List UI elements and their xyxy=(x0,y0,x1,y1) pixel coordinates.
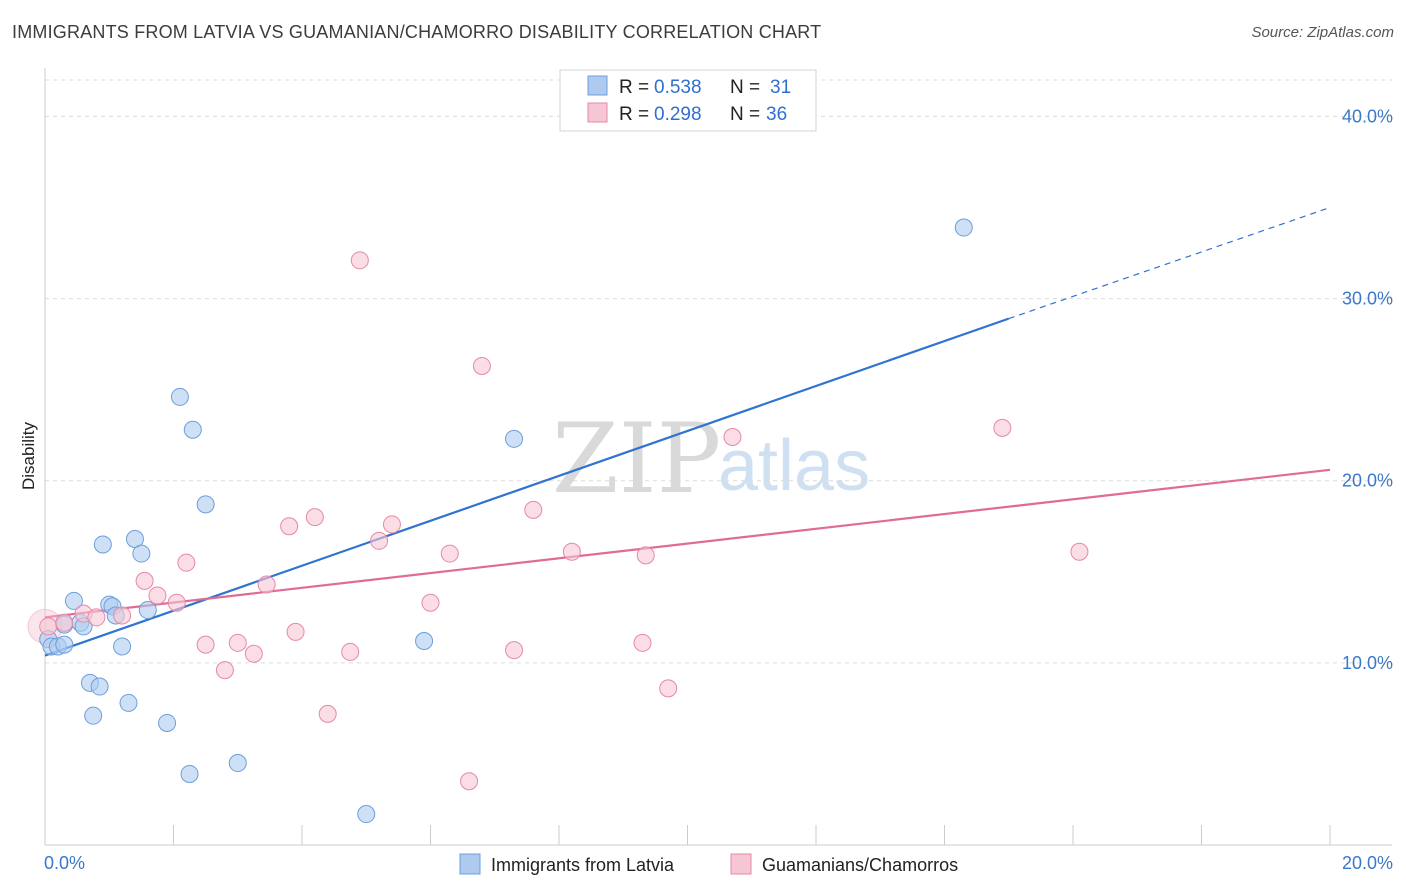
legend-swatch-latvia xyxy=(587,75,608,96)
point-guamanian-23 xyxy=(440,544,459,563)
point-guamanian-4 xyxy=(113,606,132,625)
point-latvia-25 xyxy=(228,754,247,773)
point-guamanian-1 xyxy=(55,613,74,632)
y-tick-label-2: 30.0% xyxy=(1342,289,1393,309)
grid xyxy=(45,79,1392,664)
point-latvia-11 xyxy=(93,535,112,554)
point-guamanian-17 xyxy=(318,704,337,723)
point-guamanian-6 xyxy=(148,586,167,605)
watermark: ZIP atlas xyxy=(552,403,870,515)
point-guamanian-28 xyxy=(562,542,581,561)
point-latvia-22 xyxy=(180,764,199,783)
point-guamanian-12 xyxy=(244,644,263,663)
point-guamanian-9 xyxy=(196,635,215,654)
y-tick-label-3: 40.0% xyxy=(1342,106,1393,126)
point-latvia-10 xyxy=(90,677,109,696)
point-guamanian-8 xyxy=(177,553,196,572)
point-latvia-27 xyxy=(415,632,434,650)
point-guamanian-29 xyxy=(633,633,652,652)
legend-n-label-latvia: N = xyxy=(730,77,760,98)
bottom-legend-label-guamanian: Guamanians/Chamorros xyxy=(762,855,958,875)
chart-title: IMMIGRANTS FROM LATVIA VS GUAMANIAN/CHAM… xyxy=(12,22,822,42)
point-guamanian-10 xyxy=(215,661,234,680)
axes xyxy=(44,68,1392,846)
point-guamanian-11 xyxy=(228,633,247,652)
point-guamanian-18 xyxy=(341,642,360,661)
trend-line-guamanian xyxy=(44,468,1331,619)
legend-r-label-guamanian: R = xyxy=(619,104,649,125)
legend-n-value-guamanian: 36 xyxy=(766,104,787,125)
point-latvia-15 xyxy=(113,637,132,656)
watermark-zip: ZIP xyxy=(552,403,721,515)
data-points xyxy=(27,218,1089,824)
bottom-legend-swatch-guamanian xyxy=(730,853,752,875)
legend-r-value-guamanian: 0.298 xyxy=(654,104,702,125)
point-latvia-21 xyxy=(170,387,189,406)
point-guamanian-34 xyxy=(1070,542,1089,561)
legend-r-value-latvia: 0.538 xyxy=(654,77,702,98)
point-latvia-20 xyxy=(158,713,177,732)
point-guamanian-24 xyxy=(460,772,479,791)
x-tick-label-0: 0.0% xyxy=(44,853,85,873)
point-guamanian-16 xyxy=(305,508,324,527)
point-guamanian-25 xyxy=(472,356,491,375)
point-latvia-5 xyxy=(64,591,83,610)
point-guamanian-26 xyxy=(505,641,524,660)
point-guamanian-33 xyxy=(993,418,1012,437)
legend-box: R = 0.538 N = 31 R = 0.298 N = 36 xyxy=(559,69,817,132)
legend-n-label-guamanian: N = xyxy=(730,104,760,125)
source-credit: Source: ZipAtlas.com xyxy=(1251,24,1394,41)
point-guamanian-21 xyxy=(382,515,401,534)
y-tick-labels: 10.0% 20.0% 30.0% 40.0% xyxy=(1342,106,1393,672)
bottom-legend-swatch-latvia xyxy=(459,853,481,875)
point-guamanian-19 xyxy=(350,251,369,270)
point-latvia-19 xyxy=(138,601,157,620)
point-guamanian-27 xyxy=(524,500,543,519)
point-latvia-18 xyxy=(132,544,151,563)
point-guamanian-30 xyxy=(636,546,655,565)
point-latvia-26 xyxy=(357,805,376,824)
point-latvia-29 xyxy=(954,218,973,237)
point-latvia-24 xyxy=(196,495,215,514)
bottom-legend: Immigrants from Latvia Guamanians/Chamor… xyxy=(459,853,958,875)
point-guamanian-32 xyxy=(723,428,742,446)
y-tick-label-0: 10.0% xyxy=(1342,653,1393,673)
point-guamanian-31 xyxy=(659,679,678,698)
point-guamanian-22 xyxy=(421,593,440,612)
x-tick-labels: 0.0% 20.0% xyxy=(44,853,1393,873)
point-guamanian-5 xyxy=(135,571,154,590)
bottom-legend-label-latvia: Immigrants from Latvia xyxy=(491,855,675,875)
legend-r-label-latvia: R = xyxy=(619,77,649,98)
watermark-atlas: atlas xyxy=(718,426,870,506)
point-guamanian-7 xyxy=(167,593,186,612)
point-guamanian-3 xyxy=(87,608,106,627)
y-tick-label-1: 20.0% xyxy=(1342,471,1393,491)
point-latvia-9 xyxy=(84,706,103,725)
trend-line-extension-latvia xyxy=(1008,206,1331,320)
point-guamanian-20 xyxy=(370,531,389,550)
legend-n-value-latvia: 31 xyxy=(770,77,791,98)
point-latvia-23 xyxy=(183,420,202,439)
point-latvia-3 xyxy=(55,635,74,654)
point-guamanian-15 xyxy=(286,622,305,641)
x-tick-label-1: 20.0% xyxy=(1342,853,1393,873)
point-guamanian-14 xyxy=(280,517,299,536)
point-guamanian-0 xyxy=(39,617,58,636)
point-latvia-16 xyxy=(119,693,138,712)
trend-lines xyxy=(44,206,1331,657)
point-latvia-28 xyxy=(505,429,524,448)
y-axis-title: Disability xyxy=(19,421,38,490)
legend-swatch-guamanian xyxy=(587,102,608,123)
point-guamanian-13 xyxy=(257,575,276,594)
